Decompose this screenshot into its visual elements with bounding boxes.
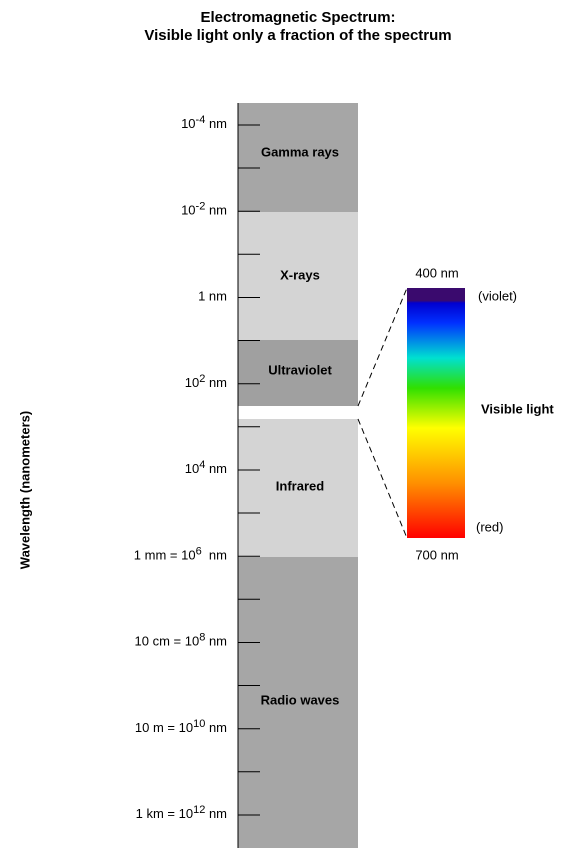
tick-unit: nm: [205, 720, 227, 735]
tick-text: 10: [185, 375, 199, 390]
tick-label: 1 km = 1012 nm: [136, 804, 227, 822]
band: [238, 557, 358, 848]
tick-text: 10: [181, 203, 195, 218]
tick-unit: nm: [205, 375, 227, 390]
band: [238, 212, 358, 340]
title: Visible light only a fraction of the spe…: [144, 27, 451, 44]
tick-label: 10 cm = 108 nm: [135, 631, 227, 649]
tick-text: 10 m = 10: [135, 720, 193, 735]
band-label: Infrared: [276, 478, 324, 493]
tick-unit: nm: [205, 203, 227, 218]
visible-top: 400 nm: [415, 265, 458, 280]
tick-unit: nm: [202, 548, 227, 563]
axis-label: Wavelength (nanometers): [17, 411, 32, 569]
tick-unit: nm: [205, 461, 227, 476]
violet-label: (violet): [478, 288, 517, 303]
band-label: Radio waves: [261, 692, 340, 707]
tick-unit: nm: [205, 806, 227, 821]
tick-label: 10-2 nm: [181, 200, 227, 218]
tick-label: 10 m = 1010 nm: [135, 718, 227, 736]
tick-text: 10: [181, 116, 195, 131]
tick-text: 1 nm: [198, 289, 227, 304]
tick-exponent: 10: [193, 718, 205, 730]
tick-label: 104 nm: [185, 459, 227, 477]
tick-exponent: 2: [199, 373, 205, 385]
tick-label: 10-4 nm: [181, 114, 227, 132]
visible-spectrum: [407, 288, 465, 538]
tick-label: 1 mm = 106 nm: [134, 545, 227, 563]
tick-text: 10 cm = 10: [135, 634, 200, 649]
tick-label: 1 nm: [198, 289, 227, 304]
connector: [357, 287, 408, 407]
band-label: Ultraviolet: [268, 362, 332, 377]
tick-text: 1 km = 10: [136, 806, 193, 821]
tick-text: 1 mm = 10: [134, 548, 196, 563]
tick-exponent: 4: [199, 459, 205, 471]
connector: [357, 418, 408, 539]
tick-exponent: -4: [196, 114, 206, 126]
tick-label: 102 nm: [185, 373, 227, 391]
tick-exponent: 6: [196, 545, 202, 557]
visible-bottom: 700 nm: [415, 547, 458, 562]
visible-label: Visible light: [481, 401, 554, 416]
band: [238, 419, 358, 557]
tick-text: 10: [185, 461, 199, 476]
band: [238, 103, 358, 212]
title: Electromagnetic Spectrum:: [200, 9, 395, 26]
band: [238, 340, 358, 406]
tick-exponent: 8: [199, 631, 205, 643]
red-label: (red): [476, 519, 503, 534]
tick-exponent: -2: [196, 200, 206, 212]
tick-unit: nm: [205, 116, 227, 131]
tick-unit: nm: [205, 634, 227, 649]
band-label: Gamma rays: [261, 144, 339, 159]
tick-exponent: 12: [193, 804, 205, 816]
band-label: X-rays: [280, 267, 320, 282]
